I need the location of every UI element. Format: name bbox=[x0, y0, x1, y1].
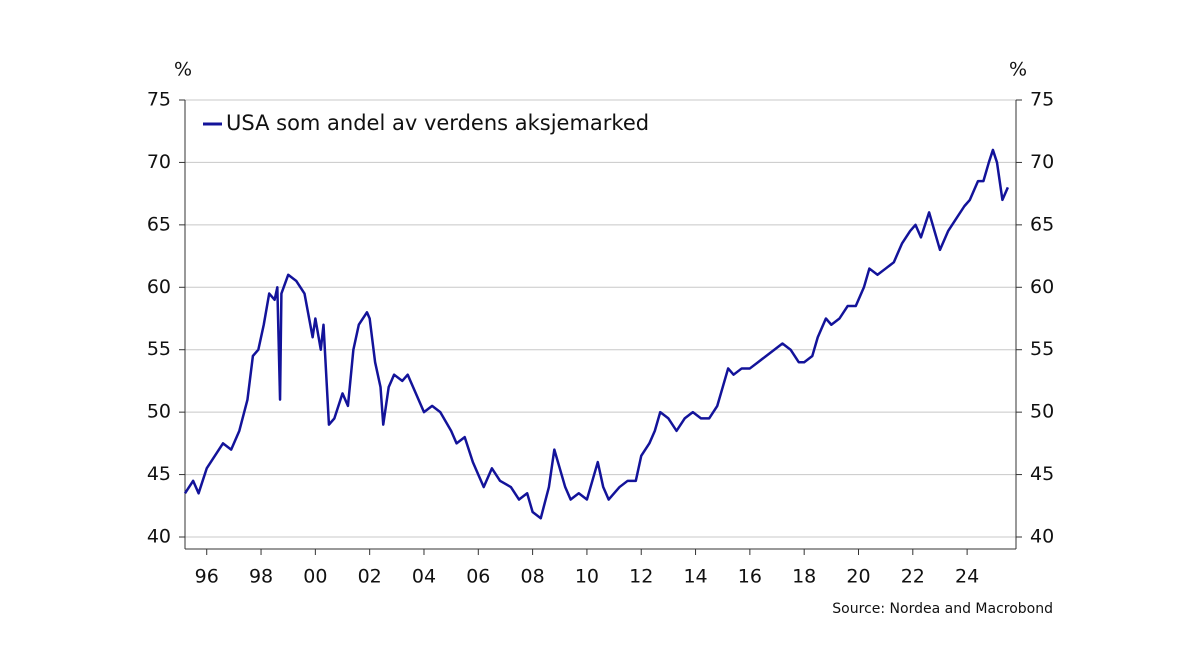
y-tick-label: 65 bbox=[147, 213, 171, 235]
y-tick-label: 75 bbox=[147, 89, 171, 111]
series-line bbox=[183, 148, 1009, 520]
y-tick-label: 50 bbox=[147, 401, 171, 423]
x-tick-label: 06 bbox=[466, 566, 490, 588]
x-tick-label: 24 bbox=[955, 566, 979, 588]
x-tick-label: 14 bbox=[683, 566, 707, 588]
y2-tick-label: 40 bbox=[1030, 526, 1054, 548]
x-tick-label: 20 bbox=[846, 566, 870, 588]
x-tick-label: 96 bbox=[195, 566, 219, 588]
x-tick-label: 18 bbox=[792, 566, 816, 588]
legend-label: USA som andel av verdens aksjemarked bbox=[226, 111, 649, 135]
y2-tick-label: 55 bbox=[1030, 338, 1054, 360]
x-tick-label: 98 bbox=[249, 566, 273, 588]
x-tick-label: 22 bbox=[901, 566, 925, 588]
x-tick-label: 02 bbox=[358, 566, 382, 588]
x-tick-label: 16 bbox=[738, 566, 762, 588]
x-tick-label: 10 bbox=[575, 566, 599, 588]
y-unit: % bbox=[174, 59, 192, 81]
y-tick-label: 60 bbox=[147, 276, 171, 298]
y-tick-label: 40 bbox=[147, 526, 171, 548]
x-tick-label: 12 bbox=[629, 566, 653, 588]
y2-tick-label: 50 bbox=[1030, 401, 1054, 423]
y2-tick-label: 75 bbox=[1030, 89, 1054, 111]
x-tick-label: 00 bbox=[303, 566, 327, 588]
source: Source: Nordea and Macrobond bbox=[832, 601, 1053, 617]
y2-tick-label: 60 bbox=[1030, 276, 1054, 298]
y2-unit: % bbox=[1009, 59, 1027, 81]
x-tick-label: 08 bbox=[521, 566, 545, 588]
y2-tick-label: 70 bbox=[1030, 151, 1054, 173]
x-tick-label: 04 bbox=[412, 566, 436, 588]
y2-tick-label: 45 bbox=[1030, 463, 1054, 485]
y2-tick-label: 65 bbox=[1030, 213, 1054, 235]
y-tick-label: 70 bbox=[147, 151, 171, 173]
y-tick-label: 45 bbox=[147, 463, 171, 485]
y-tick-label: 55 bbox=[147, 338, 171, 360]
